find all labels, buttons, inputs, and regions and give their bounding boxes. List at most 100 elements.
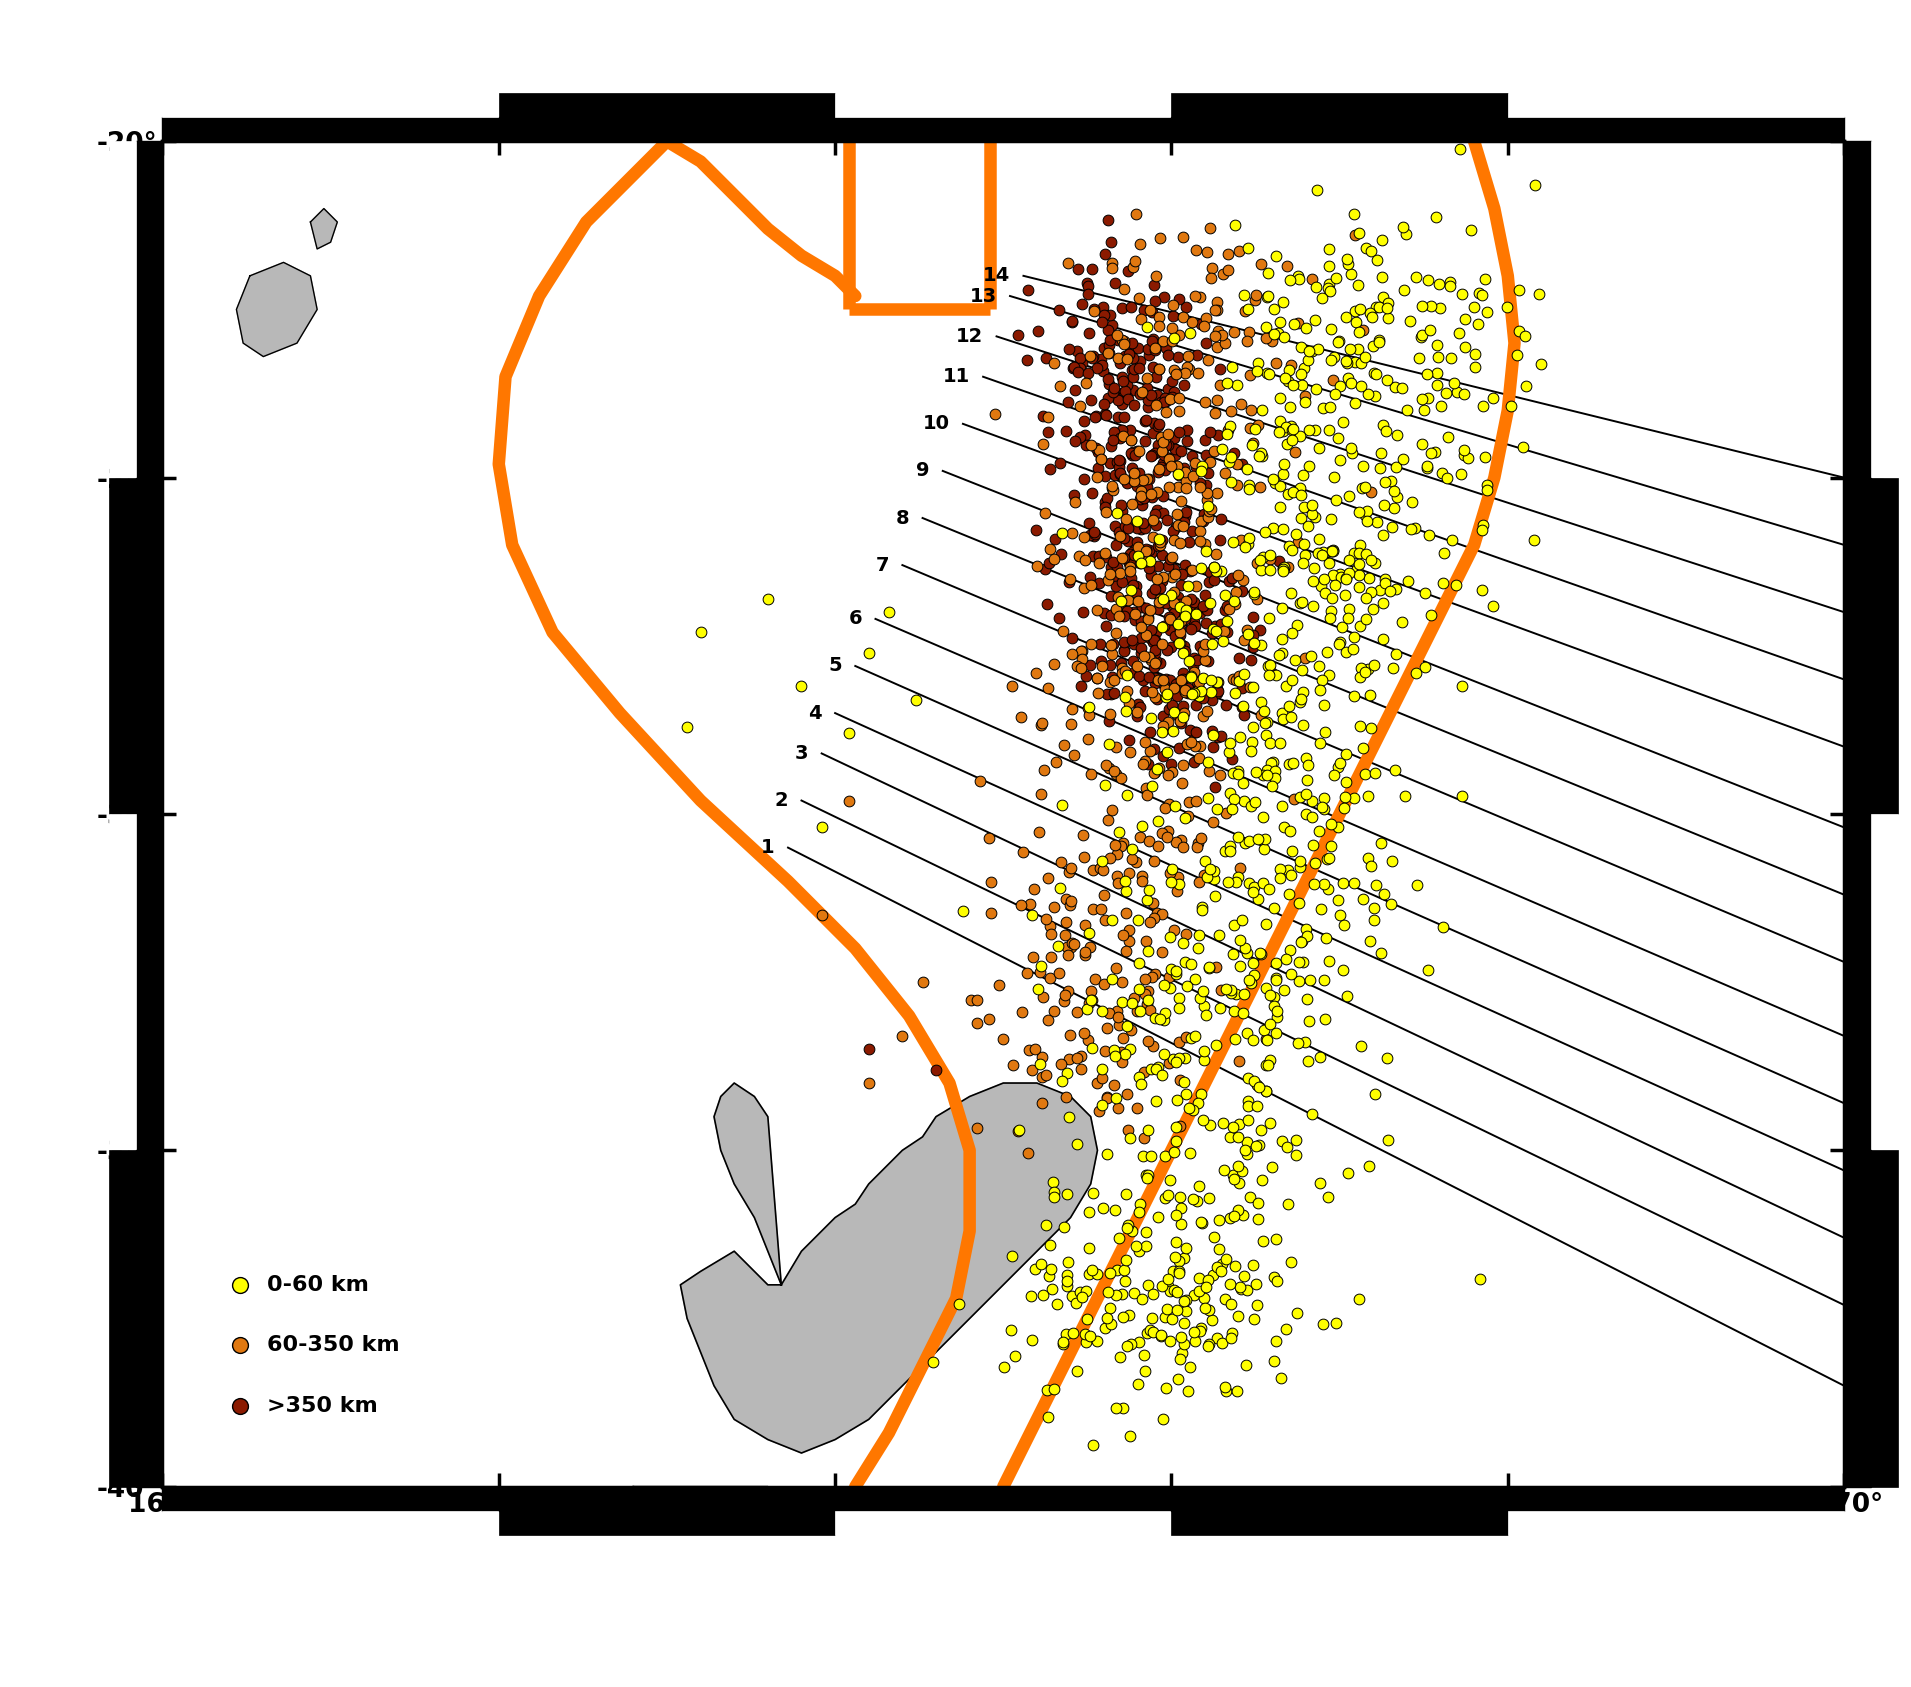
- Point: [1017, 1056, 1047, 1083]
- Point: [1187, 896, 1217, 923]
- Point: [1149, 499, 1179, 526]
- Point: [1275, 818, 1305, 845]
- Point: [1074, 1323, 1105, 1350]
- Bar: [499, 1512, 835, 1535]
- Point: [1416, 292, 1447, 319]
- Point: [1017, 1282, 1047, 1309]
- Point: [1210, 1157, 1240, 1184]
- Point: [1158, 1046, 1189, 1073]
- Text: 14: 14: [1857, 467, 1884, 488]
- Point: [1196, 619, 1227, 646]
- Point: [1110, 511, 1141, 538]
- Point: [1043, 960, 1074, 987]
- Point: [1131, 1162, 1162, 1189]
- Point: [1103, 584, 1133, 611]
- Point: [1022, 317, 1053, 344]
- Point: [1127, 1142, 1158, 1169]
- Text: 60-350 km: 60-350 km: [268, 1336, 399, 1355]
- Point: [1330, 741, 1361, 768]
- Point: [1368, 589, 1399, 616]
- Point: [1282, 1029, 1313, 1056]
- Point: [1156, 855, 1187, 882]
- Point: [1206, 1259, 1236, 1285]
- Point: [1345, 655, 1376, 682]
- Point: [921, 1056, 952, 1083]
- Point: [1192, 1267, 1223, 1294]
- Point: [1223, 1124, 1254, 1151]
- Point: [1271, 413, 1301, 440]
- Point: [1240, 759, 1271, 786]
- Point: [1053, 1181, 1084, 1208]
- Point: [1147, 820, 1177, 847]
- Point: [1175, 680, 1206, 707]
- Point: [1034, 965, 1064, 992]
- Point: [1036, 455, 1066, 482]
- Point: [1131, 548, 1162, 575]
- Point: [1403, 872, 1433, 899]
- Point: [1259, 894, 1290, 921]
- Point: [1089, 771, 1120, 798]
- Point: [1275, 862, 1305, 889]
- Bar: [835, 93, 1171, 116]
- Point: [1156, 563, 1187, 590]
- Point: [1235, 525, 1265, 552]
- Point: [1196, 1306, 1227, 1333]
- Point: [1183, 830, 1213, 857]
- Point: [1116, 565, 1147, 592]
- Point: [1095, 449, 1126, 476]
- Point: [1183, 1265, 1213, 1292]
- Point: [1311, 639, 1342, 666]
- Point: [1185, 633, 1215, 660]
- Point: [1303, 817, 1334, 844]
- Point: [1185, 469, 1215, 496]
- Point: [1242, 585, 1273, 612]
- Point: [1076, 572, 1106, 599]
- Point: [1131, 466, 1162, 493]
- Point: [1290, 383, 1321, 410]
- Point: [1194, 449, 1225, 476]
- Point: [1206, 506, 1236, 533]
- Point: [1173, 528, 1204, 555]
- Point: [1334, 596, 1364, 623]
- Point: [1227, 1201, 1257, 1228]
- Point: [1353, 783, 1384, 810]
- Point: [1189, 646, 1219, 673]
- Point: [1124, 533, 1154, 560]
- Point: [1223, 1110, 1254, 1137]
- Point: [1106, 545, 1137, 572]
- Point: [1290, 388, 1321, 415]
- Point: [1116, 628, 1147, 655]
- Point: [1233, 295, 1263, 322]
- Point: [1250, 825, 1280, 852]
- Point: [1026, 1064, 1057, 1091]
- Point: [1294, 1007, 1324, 1034]
- Point: [1200, 437, 1231, 464]
- Point: [1099, 427, 1129, 454]
- Point: [1143, 552, 1173, 579]
- Point: [1114, 1301, 1145, 1328]
- Point: [1154, 666, 1185, 693]
- Point: [1089, 400, 1120, 427]
- Point: [1089, 540, 1120, 567]
- Point: [1101, 499, 1131, 526]
- Point: [1076, 977, 1106, 1004]
- Point: [1192, 348, 1223, 375]
- Point: [984, 972, 1015, 999]
- Point: [1099, 666, 1129, 693]
- Point: [1095, 845, 1126, 872]
- Point: [1252, 756, 1282, 783]
- Point: [1198, 553, 1229, 580]
- Point: [1229, 628, 1259, 655]
- Point: [1131, 1164, 1162, 1191]
- Point: [1179, 1318, 1210, 1345]
- Point: [1070, 369, 1101, 396]
- Point: [1368, 491, 1399, 518]
- Point: [1063, 999, 1093, 1026]
- Point: [1126, 482, 1156, 509]
- Point: [1374, 577, 1405, 604]
- Point: [1097, 906, 1127, 933]
- Point: [1194, 1329, 1225, 1356]
- Point: [1095, 327, 1126, 354]
- Point: [1177, 1097, 1208, 1124]
- Point: [1179, 680, 1210, 707]
